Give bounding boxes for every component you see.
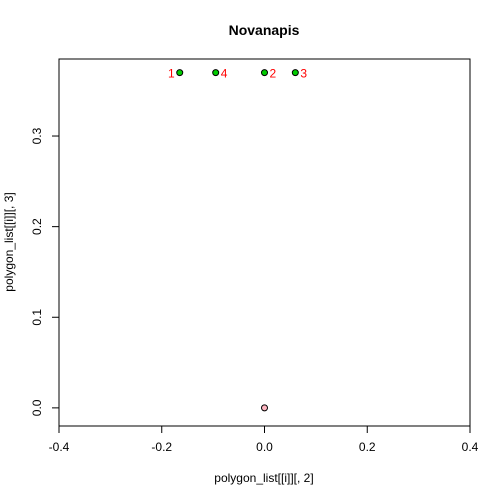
y-tick-label: 0.2 <box>30 218 44 235</box>
y-axis-label: polygon_list[[i]][, 3] <box>2 192 16 291</box>
data-point <box>291 69 299 77</box>
x-tick-label: 0.2 <box>359 440 376 454</box>
x-tick-label: 0.4 <box>462 440 479 454</box>
x-tick-label: 0.0 <box>256 440 273 454</box>
x-tick-label: -0.2 <box>151 440 172 454</box>
chart-title: Novanapis <box>229 22 300 38</box>
y-tick-label: 0.0 <box>30 399 44 416</box>
point-label: 4 <box>221 67 228 81</box>
data-point <box>176 69 184 77</box>
data-points: 1 2 3 4 <box>168 67 307 412</box>
x-axis-label: polygon_list[[i]][, 2] <box>214 471 313 485</box>
plot-frame <box>58 58 471 427</box>
data-point <box>261 404 268 412</box>
point-label: 1 <box>168 67 175 81</box>
point-label: 2 <box>270 67 277 81</box>
y-axis: 0.0 0.1 0.2 0.3 <box>30 127 59 416</box>
y-tick-label: 0.1 <box>30 309 44 326</box>
y-tick-label: 0.3 <box>30 127 44 144</box>
data-point <box>212 69 220 77</box>
point-label: 3 <box>300 67 307 81</box>
x-tick-label: -0.4 <box>49 440 70 454</box>
data-point <box>261 69 268 77</box>
x-axis: -0.4 -0.2 0.0 0.2 0.4 <box>49 426 479 454</box>
